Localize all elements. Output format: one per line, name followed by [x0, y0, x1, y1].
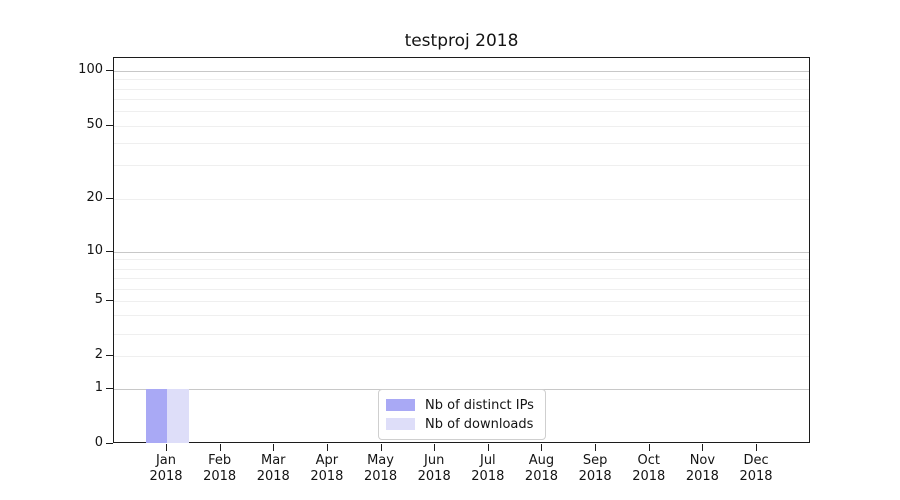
legend-item-distinct-ips: Nb of distinct IPs: [386, 398, 545, 413]
x-label-year: 2018: [417, 469, 451, 484]
x-axis-tick-label: Jul 2018: [456, 453, 520, 485]
y-axis-tick-label: 2: [94, 347, 103, 362]
x-axis-tick-label: Oct 2018: [617, 453, 681, 485]
y-axis-tick-label: 10: [86, 242, 103, 258]
minor-gridline: [114, 199, 809, 200]
y-axis-tick: [106, 250, 113, 252]
plot-area: [113, 57, 810, 443]
minor-gridline: [114, 278, 809, 279]
x-axis-tick-label: Apr 2018: [295, 453, 359, 485]
x-label-month: May: [367, 453, 394, 468]
legend-label-distinct-ips: Nb of distinct IPs: [425, 397, 534, 413]
x-axis-tick-label: Sep 2018: [563, 453, 627, 485]
minor-gridline: [114, 126, 809, 127]
x-axis-tick: [756, 444, 758, 451]
x-label-year: 2018: [632, 469, 666, 484]
minor-gridline: [114, 334, 809, 335]
legend: Nb of distinct IPs Nb of downloads: [378, 389, 546, 440]
x-axis-tick-label: Aug 2018: [509, 453, 573, 485]
legend-swatch-downloads-icon: [386, 418, 415, 430]
x-label-year: 2018: [256, 469, 290, 484]
x-label-month: Dec: [743, 453, 769, 468]
y-axis-tick-label: 1: [94, 380, 103, 395]
x-label-year: 2018: [203, 469, 237, 484]
x-axis-tick: [380, 444, 382, 451]
x-axis-tick-label: Jun 2018: [402, 453, 466, 485]
y-axis-tick: [106, 443, 113, 444]
x-label-month: Nov: [689, 453, 716, 468]
x-axis-tick: [219, 444, 221, 451]
legend-item-downloads: Nb of downloads: [386, 417, 545, 432]
x-label-month: Apr: [315, 453, 339, 468]
y-axis-tick: [106, 125, 113, 126]
minor-gridline: [114, 301, 809, 302]
x-label-month: Oct: [637, 453, 660, 468]
minor-gridline: [114, 143, 809, 144]
minor-gridline: [114, 289, 809, 290]
x-axis-tick: [541, 444, 543, 451]
x-label-month: Feb: [208, 453, 232, 468]
x-label-year: 2018: [578, 469, 612, 484]
x-axis-tick-label: May 2018: [349, 453, 413, 485]
bar-nb-of-downloads-jan: [167, 389, 189, 443]
y-axis-tick-label: 20: [86, 190, 103, 205]
x-axis-tick: [326, 444, 328, 451]
x-label-year: 2018: [149, 469, 183, 484]
y-axis-tick-label: 50: [86, 117, 103, 132]
minor-gridline: [114, 356, 809, 357]
y-axis-tick: [106, 355, 113, 356]
minor-gridline: [114, 79, 809, 80]
y-axis-tick-label: 0: [94, 435, 103, 450]
y-axis-tick-label: 5: [94, 292, 103, 307]
y-axis-tick: [106, 300, 113, 301]
minor-gridline: [114, 111, 809, 112]
x-label-month: Jan: [155, 453, 177, 468]
x-axis-tick: [487, 444, 489, 451]
x-label-month: Aug: [528, 453, 555, 468]
x-label-year: 2018: [524, 469, 559, 484]
x-axis-tick-label: Mar 2018: [241, 453, 305, 485]
x-axis-tick: [702, 444, 704, 451]
x-label-month: Mar: [261, 453, 286, 468]
bar-nb-of-distinct-ips-jan: [145, 389, 167, 443]
chart-title: testproj 2018: [404, 31, 519, 51]
x-axis-tick: [273, 444, 275, 451]
x-label-year: 2018: [364, 469, 398, 484]
minor-gridline: [114, 259, 809, 260]
legend-label-downloads: Nb of downloads: [425, 416, 534, 432]
x-axis-tick: [648, 444, 650, 451]
x-axis-tick: [166, 444, 167, 451]
x-axis-tick: [595, 444, 597, 451]
major-gridline: [114, 71, 809, 72]
x-label-month: Jul: [479, 453, 496, 468]
x-axis-tick-label: Nov 2018: [670, 453, 734, 485]
minor-gridline: [114, 315, 809, 316]
minor-gridline: [114, 99, 809, 100]
x-axis-tick-label: Dec 2018: [724, 453, 788, 485]
minor-gridline: [114, 89, 809, 90]
x-axis-tick-label: Feb 2018: [188, 453, 252, 485]
x-label-month: Sep: [582, 453, 608, 468]
x-label-year: 2018: [310, 469, 344, 484]
minor-gridline: [114, 269, 809, 270]
major-gridline: [114, 251, 809, 253]
x-axis-tick-label: Jan 2018: [134, 453, 198, 485]
y-axis-tick-label: 100: [78, 62, 103, 77]
x-axis-tick: [434, 444, 436, 451]
y-axis-tick: [106, 70, 113, 71]
x-label-month: Jun: [424, 453, 445, 468]
x-label-year: 2018: [685, 469, 719, 484]
x-label-year: 2018: [471, 469, 505, 484]
y-axis-tick: [106, 198, 113, 199]
minor-gridline: [114, 165, 809, 166]
x-label-year: 2018: [739, 469, 773, 484]
y-axis-tick: [106, 388, 113, 389]
legend-swatch-distinct-ips-icon: [386, 399, 415, 411]
